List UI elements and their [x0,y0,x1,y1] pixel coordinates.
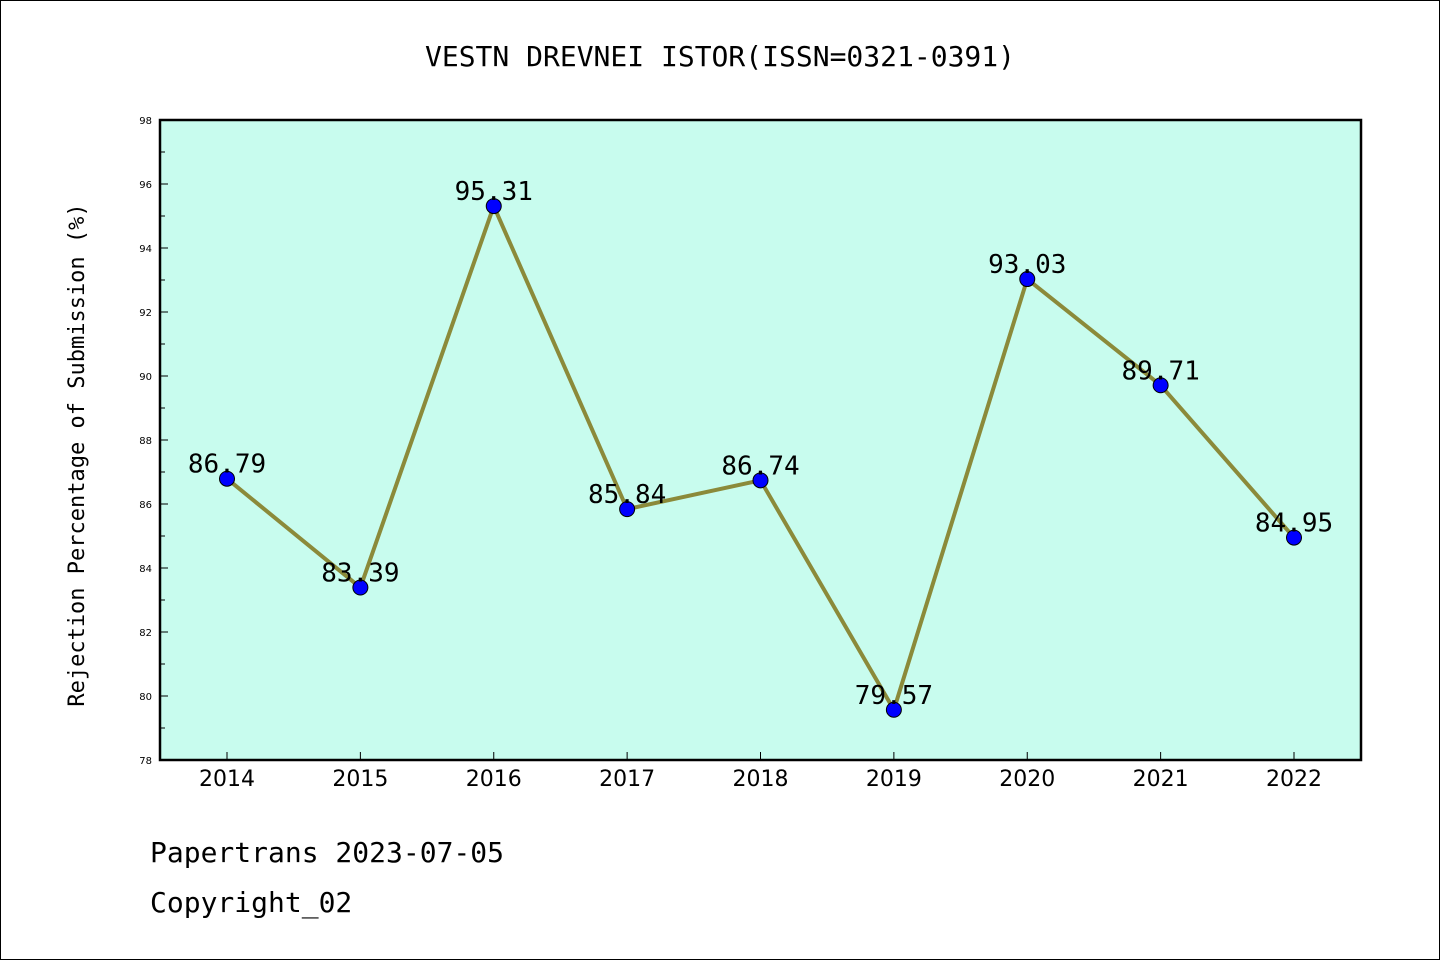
data-label: 85.84 [588,480,666,510]
data-point [219,470,235,487]
x-tick-label: 2019 [866,767,922,792]
y-axis-label: Rejection Percentage of Submission (%) [65,203,90,706]
y-tick-label: 92 [139,308,152,319]
data-point [352,579,369,596]
data-label: 84.95 [1255,509,1333,539]
x-tick-label: 2020 [999,767,1055,792]
chart-title: VESTN DREVNEI ISTOR(ISSN=0321-0391) [425,40,1015,73]
data-label: 83.39 [321,559,399,589]
data-label: 95.31 [455,177,533,207]
data-point [885,701,902,718]
x-tick-label: 2017 [599,767,655,792]
y-tick-label: 82 [139,628,152,639]
data-label: 86.79 [188,450,266,480]
x-tick-label: 2022 [1266,767,1322,792]
y-tick-label: 98 [139,116,152,127]
y-tick-label: 86 [139,500,152,511]
data-label: 93.03 [988,250,1066,280]
data-labels: 86.79 83.39 95.31 85.84 86.74 79.57 93.03 89.71… [188,177,1333,711]
x-axis: 2014 2015 2016 2017 2018 2019 2020 2021 2022 [199,752,1322,792]
data-point [485,198,502,215]
y-tick-label: 84 [139,564,152,575]
y-axis: 78 80 82 84 86 88 90 92 94 96 98 [139,116,168,767]
plot-area [158,118,1363,762]
data-label: 89.71 [1121,356,1199,386]
x-tick-label: 2021 [1133,767,1189,792]
x-tick-label: 2018 [733,767,789,792]
y-tick-label: 78 [139,756,152,767]
data-point [619,501,636,518]
data-label: 86.74 [721,451,799,481]
series-markers [219,198,1302,718]
x-tick-label: 2015 [332,767,388,792]
data-point [1286,529,1302,546]
y-tick-label: 96 [139,180,152,191]
x-tick-label: 2016 [466,767,522,792]
y-tick-label: 88 [139,436,152,447]
data-label: 79.57 [855,681,933,711]
copyright-text: Copyright_02 [150,886,353,919]
y-tick-label: 80 [139,692,152,703]
data-point [1152,377,1169,394]
y-tick-label: 90 [139,372,152,383]
x-tick-label: 2014 [199,767,255,792]
data-point [752,472,769,489]
y-tick-label: 94 [139,244,152,255]
data-point [1019,271,1036,288]
source-text: Papertrans 2023-07-05 [150,836,505,869]
